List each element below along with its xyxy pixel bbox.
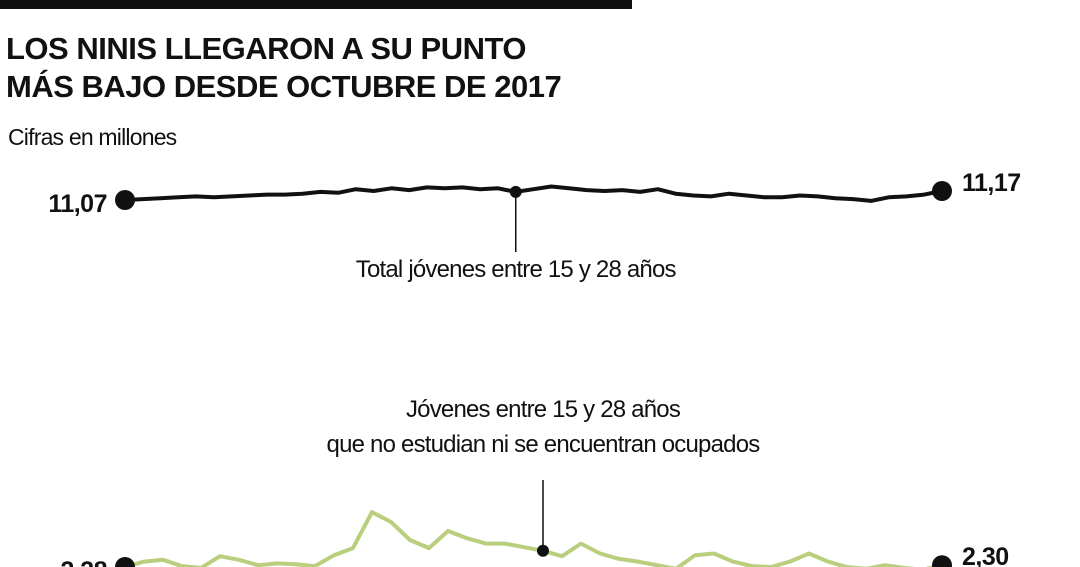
top-rule	[0, 0, 632, 9]
value-label: 2,30	[962, 543, 1009, 567]
chart-title: LOS NINIS LLEGARON A SU PUNTO MÁS BAJO D…	[6, 31, 562, 104]
annotation-dot	[537, 544, 549, 557]
series-annotation: Jóvenes entre 15 y 28 años que no estudi…	[326, 396, 761, 458]
end-dot	[115, 190, 135, 210]
series-line	[124, 184, 943, 203]
annotation-dot	[509, 185, 522, 198]
end-dot	[115, 557, 135, 567]
chart-subtitle: Cifras en millones	[8, 124, 177, 150]
series-line	[124, 510, 943, 567]
value-label: 11,07	[48, 190, 107, 218]
value-label: 2,28	[60, 557, 107, 567]
end-dot	[932, 181, 952, 201]
end-dot	[932, 555, 952, 567]
series-annotation: Total jóvenes entre 15 y 28 años	[355, 256, 677, 283]
value-label: 11,17	[962, 169, 1021, 197]
